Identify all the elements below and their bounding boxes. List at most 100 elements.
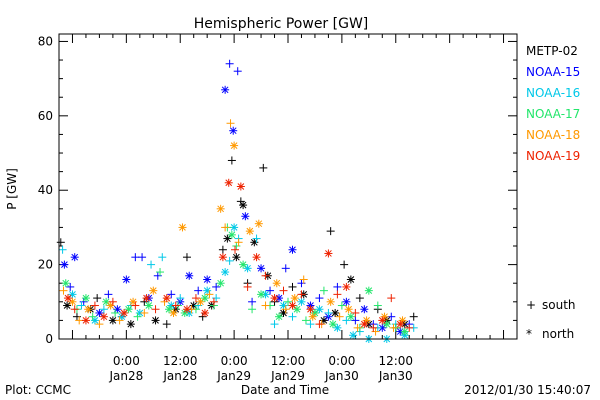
south-point: [326, 227, 335, 236]
south-point: [371, 327, 380, 336]
north-point: [250, 238, 259, 247]
north-point: [68, 290, 77, 299]
south-point: [299, 275, 308, 284]
north-point: [360, 320, 369, 329]
north-point: [63, 301, 72, 310]
south-point: [297, 290, 306, 299]
south-point: [138, 253, 147, 262]
south-point: [131, 301, 140, 310]
north-point: [257, 290, 266, 299]
north-point: [200, 294, 209, 303]
south-point: [95, 320, 104, 329]
x-axis-ticks: 0:00Jan2812:00Jan280:00Jan2912:00Jan290:…: [71, 34, 505, 383]
south-point: [167, 290, 176, 299]
south-point: [147, 260, 156, 269]
north-point: [272, 279, 281, 288]
legend: METP-02 NOAA-15 NOAA-16 NOAA-17 NOAA-18 NOAA-…: [526, 44, 580, 341]
north-point: [113, 305, 122, 314]
south-point: [355, 294, 364, 303]
south-point: [369, 323, 378, 332]
north-point: [200, 308, 209, 317]
north-point: [315, 305, 324, 314]
south-point: [333, 290, 342, 299]
south-point: [225, 256, 234, 265]
north-point: [178, 223, 187, 232]
y-tick-label: 0: [45, 332, 53, 346]
south-point: [319, 286, 328, 295]
north-point: [378, 316, 387, 325]
south-point: [59, 286, 68, 295]
south-point: [353, 323, 362, 332]
south-point: [226, 119, 235, 128]
north-point: [81, 294, 90, 303]
north-point: [360, 305, 369, 314]
x-tick-date-label: Jan29: [270, 369, 305, 383]
south-point: [351, 316, 360, 325]
south-point: [288, 312, 297, 321]
legend-series-label: NOAA-19: [526, 149, 580, 163]
north-point: [90, 316, 99, 325]
south-point: [176, 294, 185, 303]
south-point: [248, 305, 257, 314]
north-point: [236, 182, 245, 191]
north-point: [252, 253, 261, 262]
legend-marker-label: north: [542, 327, 574, 341]
north-point: [364, 286, 373, 295]
plot-frame: [58, 33, 518, 340]
south-point: [261, 271, 270, 280]
x-tick-date-label: Jan28: [108, 369, 143, 383]
south-point: [227, 156, 236, 165]
north-point: [279, 301, 288, 310]
north-point: [229, 126, 238, 135]
south-point: [99, 305, 108, 314]
south-point: [70, 305, 79, 314]
north-point: [223, 234, 232, 243]
north-point: [68, 297, 77, 306]
south-point: [77, 301, 86, 310]
north-point: [333, 323, 342, 332]
south-point: [233, 67, 242, 76]
north-point: [70, 253, 79, 262]
x-tick-time-label: 0:00: [113, 354, 140, 368]
y-tick-label: 60: [38, 109, 53, 123]
north-point: [342, 297, 351, 306]
north-point: [227, 230, 236, 239]
north-point: [126, 320, 135, 329]
south-point: [93, 294, 102, 303]
data-points: [56, 59, 418, 343]
north-point: [279, 308, 288, 317]
north-point: [122, 275, 131, 284]
north-point: [239, 201, 248, 210]
south-point: [297, 279, 306, 288]
footer-plot-source: Plot: CCMC: [5, 383, 71, 397]
north-point: [331, 308, 340, 317]
south-point: [225, 59, 234, 68]
north-point: [346, 275, 355, 284]
north-point: [243, 264, 252, 273]
north-point: [257, 264, 266, 273]
north-point: [169, 308, 178, 317]
south-point: [72, 312, 81, 321]
north-point: [230, 141, 239, 150]
south-point: [66, 282, 75, 291]
north-point: [221, 268, 230, 277]
chart-title: Hemispheric Power [GW]: [194, 16, 369, 32]
north-point: [324, 249, 333, 258]
south-point: [56, 238, 65, 247]
north-point: [144, 301, 153, 310]
south-point: [342, 316, 351, 325]
south-point: [279, 286, 288, 295]
north-point: [102, 297, 111, 306]
north-point: [185, 271, 194, 280]
legend-series-label: NOAA-15: [526, 65, 580, 79]
north-point: [326, 297, 335, 306]
south-point: [111, 308, 120, 317]
south-point: [212, 294, 221, 303]
north-point: [162, 294, 171, 303]
x-tick-date-label: Jan29: [216, 369, 251, 383]
north-point: [99, 312, 108, 321]
north-point: [288, 301, 297, 310]
south-point: [301, 316, 310, 325]
south-point: [115, 316, 124, 325]
